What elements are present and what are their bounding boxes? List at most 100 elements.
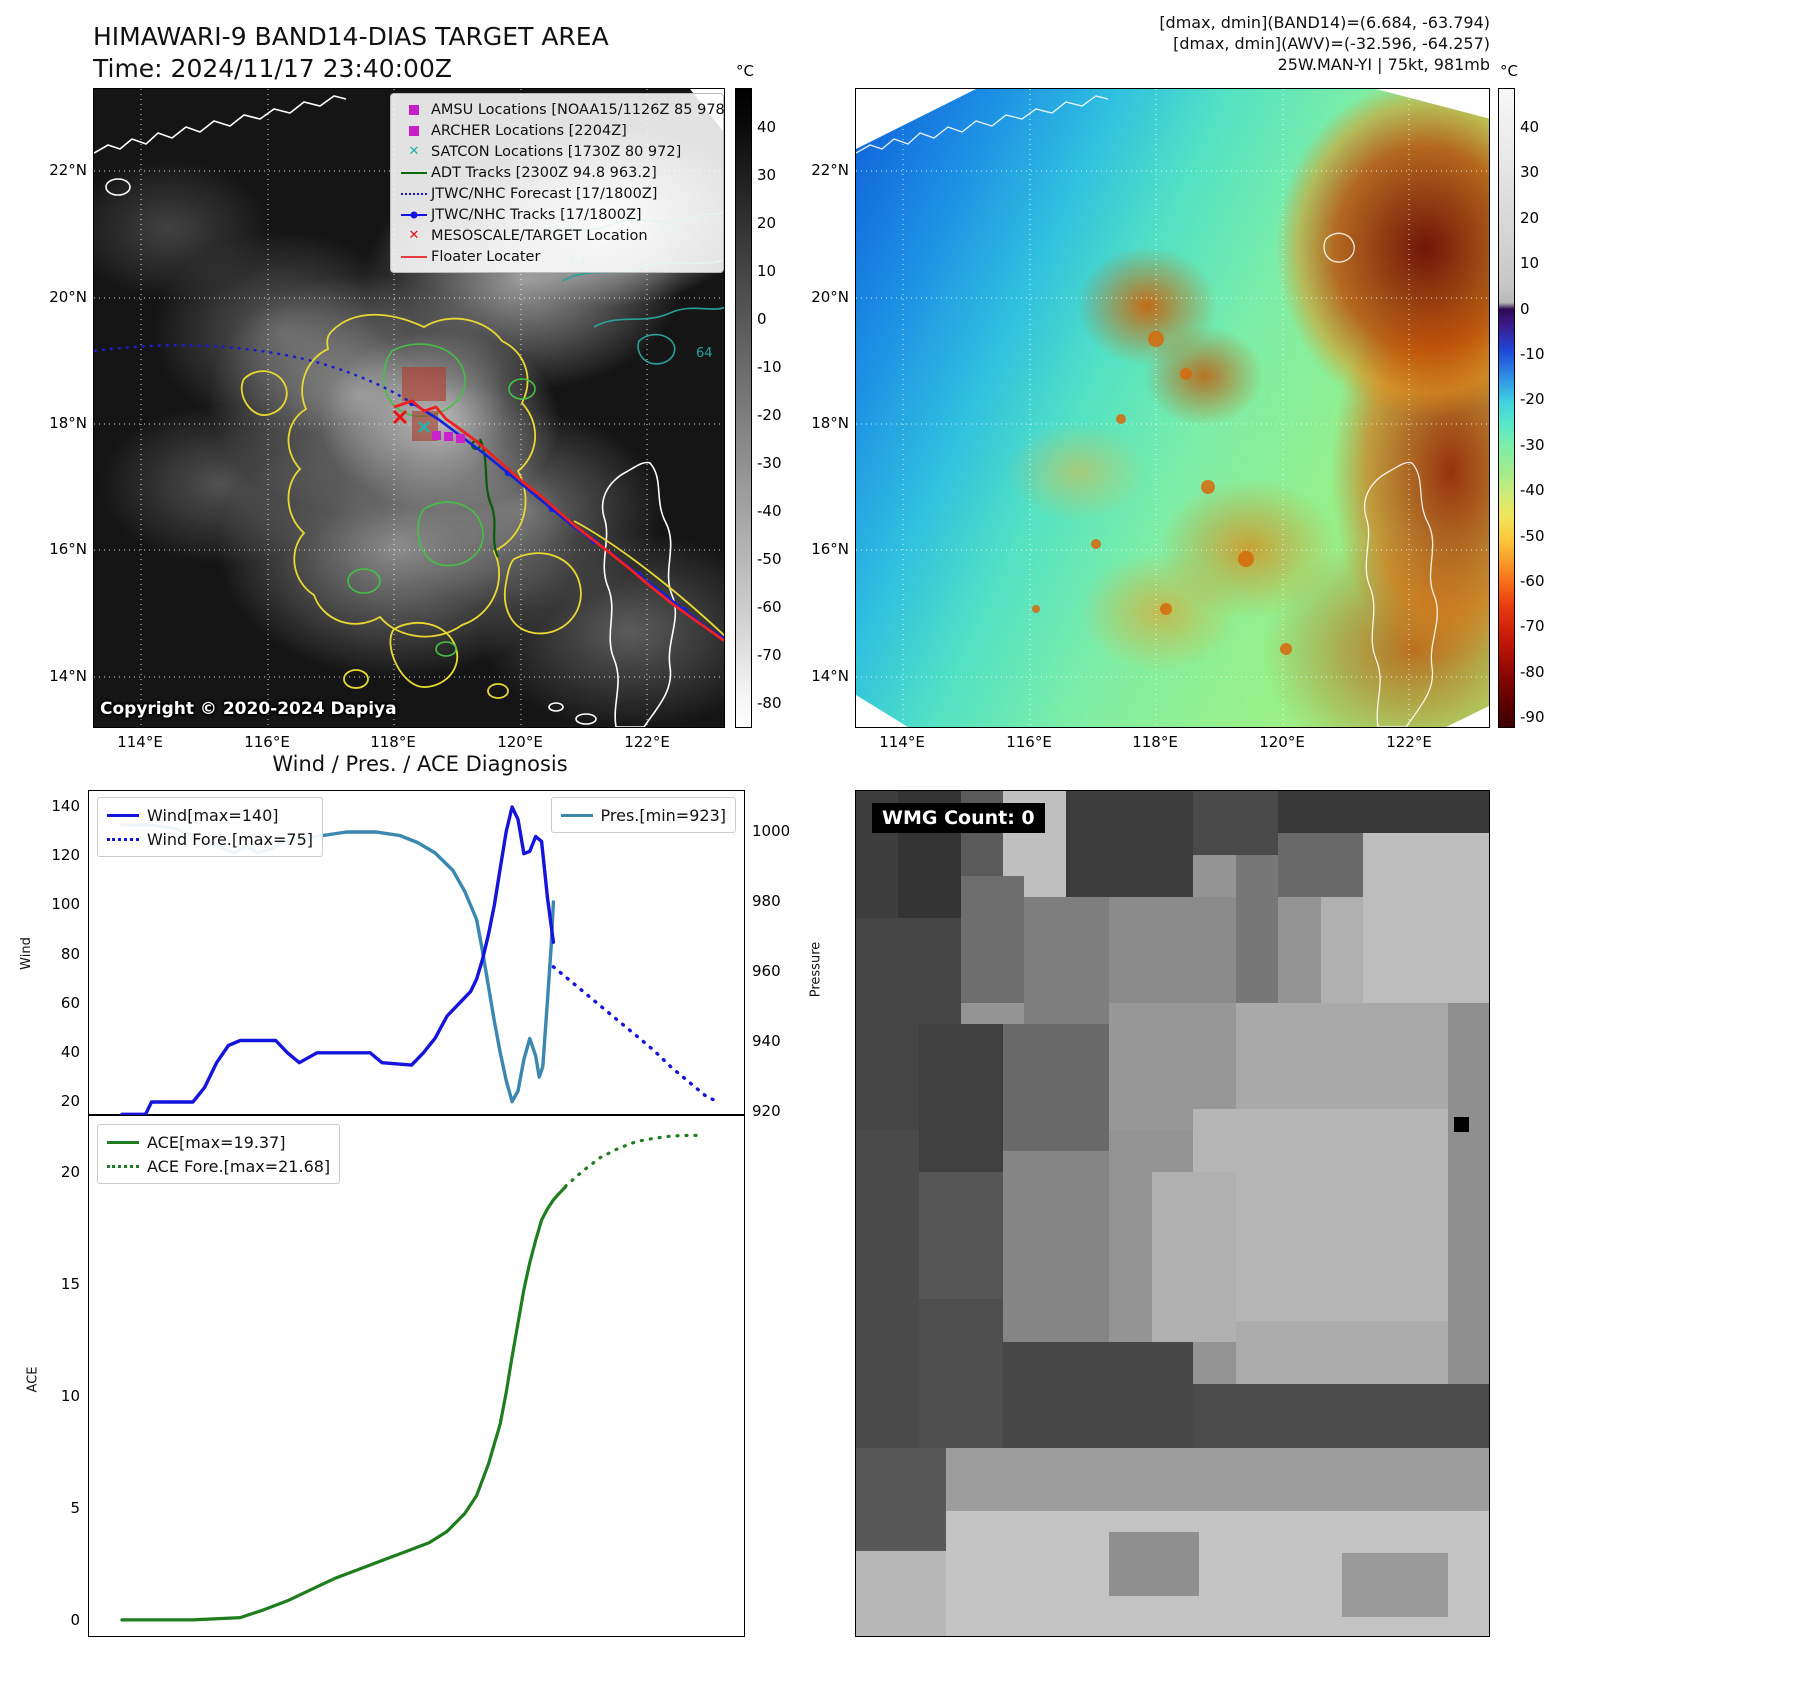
colorbar-tick-label: -10 <box>1520 345 1545 363</box>
adt-line-marker <box>397 171 431 174</box>
colorbar-tick-label: -40 <box>1520 481 1545 500</box>
legend-label: JTWC/NHC Tracks [17/1800Z] <box>431 206 642 223</box>
pressure-tick-label: 960 <box>752 962 781 980</box>
legend-label: Floater Locater <box>431 248 541 265</box>
legend-label: Wind Fore.[max=75] <box>147 829 313 849</box>
colorbar-tick-label: -70 <box>757 646 782 664</box>
lon-tick-label: 122°E <box>624 733 670 751</box>
lon-tick-label: 118°E <box>1132 733 1178 751</box>
chart-line <box>563 1133 703 1189</box>
ace-forecast-dotted-marker <box>107 1164 147 1168</box>
diagnosis-title: Wind / Pres. / ACE Diagnosis <box>272 752 568 776</box>
band14-legend: AMSU Locations [NOAA15/1126Z 85 978] ARCH… <box>390 93 724 273</box>
legend-item: Pres.[min=923] <box>560 803 726 827</box>
band14-map: AMSU Locations [NOAA15/1126Z 85 978] ARCH… <box>93 88 725 728</box>
colorbar-tick-label: -60 <box>1520 572 1545 590</box>
colorbar-tick-label: -60 <box>757 598 782 616</box>
legend-label: Wind[max=140] <box>147 805 279 825</box>
awv-colorbar <box>1498 88 1515 728</box>
band14-colorbar-unit: °C <box>736 62 754 80</box>
lat-tick-label: 20°N <box>811 288 849 306</box>
band14-title: HIMAWARI-9 BAND14-DIAS TARGET AREA <box>93 22 609 51</box>
swath-corners <box>856 89 1489 727</box>
ace-series <box>120 1133 703 1622</box>
map-grid <box>856 89 1489 727</box>
mesoscale-target-x-marker: ✕ <box>408 228 420 243</box>
mesoscale-target-x <box>392 409 408 425</box>
coastline <box>94 95 677 727</box>
legend-item: ✕ SATCON Locations [1730Z 80 972] <box>397 141 717 162</box>
legend-label: AMSU Locations [NOAA15/1126Z 85 978] <box>431 101 725 118</box>
colorbar-tick-label: 30 <box>757 166 777 184</box>
band14-subtitle: Time: 2024/11/17 23:40:00Z <box>93 54 452 83</box>
ace-chart: ACE[max=19.37] ACE Fore.[max=21.68] <box>88 1115 745 1637</box>
map-grid <box>94 89 724 727</box>
ace-tick-label: 20 <box>60 1163 80 1181</box>
pressure-tick-label: 920 <box>752 1102 781 1120</box>
pressure-tick-label: 980 <box>752 892 781 910</box>
legend-label: ACE[max=19.37] <box>147 1132 286 1152</box>
band14-colorbar <box>735 88 752 728</box>
pressure-tick-label: 940 <box>752 1032 781 1050</box>
lon-tick-label: 116°E <box>244 733 290 751</box>
wind-tick-label: 140 <box>51 797 80 815</box>
floater-line-marker <box>397 255 431 258</box>
floater-track <box>393 399 724 643</box>
legend-label: JTWC/NHC Forecast [17/1800Z] <box>431 185 658 202</box>
legend-label: SATCON Locations [1730Z 80 972] <box>431 143 682 160</box>
legend-item: ACE[max=19.37] <box>107 1130 330 1154</box>
lat-tick-label: 18°N <box>49 414 87 432</box>
legend-label: ACE Fore.[max=21.68] <box>147 1156 331 1176</box>
copyright-label: Copyright © 2020-2024 Dapiya <box>100 699 397 719</box>
legend-item: ACE Fore.[max=21.68] <box>107 1154 330 1178</box>
wind-pressure-chart: Wind[max=140] Wind Fore.[max=75] Pres.[m… <box>88 790 745 1116</box>
ace-tick-label: 15 <box>60 1275 80 1293</box>
awv-satellite-image <box>856 89 1489 727</box>
jtwc-forecast-dotted-marker <box>397 192 431 195</box>
wind-tick-label: 100 <box>51 895 80 914</box>
wind-tick-label: 20 <box>60 1092 80 1110</box>
awv-header-line1: [dmax, dmin](BAND14)=(6.684, -63.794) <box>1159 13 1490 32</box>
satcon-x-marker: ✕ <box>408 144 420 159</box>
lon-tick-label: 116°E <box>1006 733 1052 751</box>
jtwc-forecast-track <box>94 344 413 405</box>
legend-item: AMSU Locations [NOAA15/1126Z 85 978] <box>397 99 724 120</box>
colorbar-tick-label: 40 <box>1520 118 1540 136</box>
wind-legend: Wind[max=140] Wind Fore.[max=75] <box>97 797 323 857</box>
legend-label: ADT Tracks [2300Z 94.8 963.2] <box>431 164 657 181</box>
lat-tick-label: 18°N <box>811 414 849 432</box>
lon-tick-label: 120°E <box>497 733 543 751</box>
colorbar-tick-label: -90 <box>1520 708 1545 727</box>
wind-line-marker <box>107 813 147 817</box>
wind-forecast-dotted-marker <box>107 837 147 841</box>
colorbar-tick-label: -10 <box>757 358 782 376</box>
wind-tick-label: 60 <box>60 993 80 1012</box>
lat-tick-label: 20°N <box>49 288 87 306</box>
contour-value-label: 64 <box>696 346 713 361</box>
legend-item: ✕ MESOSCALE/TARGET Location <box>397 225 717 246</box>
chart-line <box>551 965 715 1102</box>
wind-tick-label: 40 <box>60 1042 80 1061</box>
wmg-image <box>856 791 1489 1636</box>
legend-label: ARCHER Locations [2204Z] <box>431 122 627 139</box>
ace-line-marker <box>107 1140 147 1144</box>
ace-tick-label: 10 <box>60 1387 80 1405</box>
legend-item: JTWC/NHC Forecast [17/1800Z] <box>397 183 717 204</box>
wind-axis-label: Wind <box>18 937 34 970</box>
wmg-count-label: WMG Count: 0 <box>872 803 1045 833</box>
awv-header: [dmax, dmin](BAND14)=(6.684, -63.794) [d… <box>1159 12 1490 75</box>
wmg-panel: WMG Count: 0 <box>855 790 1490 1637</box>
colorbar-tick-label: -50 <box>1520 526 1545 545</box>
wind-tick-label: 120 <box>51 846 80 865</box>
amsu-square-marker <box>397 104 431 115</box>
archer-square-marker <box>397 125 431 136</box>
lat-tick-label: 22°N <box>811 161 849 179</box>
lat-tick-label: 22°N <box>49 161 87 179</box>
yellow-contours <box>240 313 724 699</box>
legend-label: Pres.[min=923] <box>600 805 726 825</box>
legend-item: Floater Locater <box>397 246 717 267</box>
amsu-archer-squares <box>432 431 465 443</box>
colorbar-tick-label: 30 <box>1520 163 1540 182</box>
colorbar-tick-label: -50 <box>757 550 782 568</box>
colorbar-tick-label: 10 <box>757 262 777 280</box>
